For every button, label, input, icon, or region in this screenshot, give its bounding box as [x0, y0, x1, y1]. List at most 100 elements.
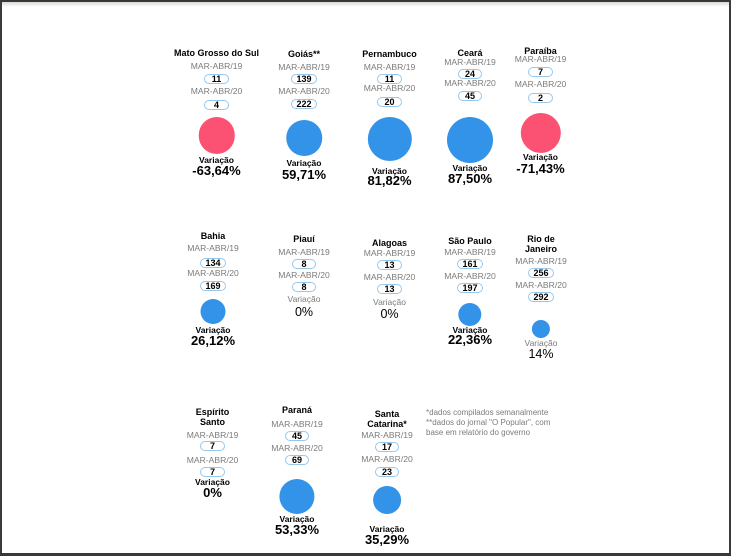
variation-bubble — [458, 302, 482, 326]
variation-percent: 59,71% — [281, 166, 327, 182]
variation-percent: 14% — [528, 347, 554, 362]
variation-label: Variação — [287, 294, 321, 305]
state-name: São Paulo — [448, 236, 492, 247]
value-pill-2019: 7 — [200, 441, 225, 452]
value-pill-2019: 7 — [528, 66, 553, 77]
value-pill-2020: 197 — [457, 282, 483, 293]
value-pill-2019: 139 — [291, 73, 317, 84]
variation-percent: -63,64% — [192, 162, 241, 178]
variation-label: Variação — [524, 338, 558, 349]
variation-bubble — [367, 117, 412, 162]
variation-bubble — [279, 478, 315, 514]
variation-label: Variação — [452, 162, 488, 173]
period-label-2020: MAR-ABR/20 — [444, 270, 496, 281]
state-name: Alagoas — [371, 237, 407, 248]
period-label-2020: MAR-ABR/20 — [514, 78, 567, 89]
value-pill-2019: 13 — [377, 259, 402, 270]
frame-top-shadow — [0, 2, 731, 8]
value-pill-2020: 20 — [377, 96, 402, 107]
footnote-text: *dados compilados semanalmente **dados d… — [426, 408, 551, 437]
state-name: Bahia — [200, 230, 226, 241]
frame-bottom-border — [0, 553, 731, 556]
period-label-2019: MAR-ABR/19 — [278, 61, 330, 72]
value-pill-2019: 256 — [528, 268, 554, 279]
value-pill-2020: 222 — [291, 98, 317, 109]
value-pill-2019: 8 — [291, 259, 317, 269]
variation-bubble — [447, 117, 493, 163]
period-label-2020: MAR-ABR/20 — [515, 279, 567, 290]
period-label-2019: MAR-ABR/19 — [444, 246, 496, 257]
value-pill-2020: 13 — [377, 283, 402, 294]
value-pill-2019: 134 — [200, 258, 226, 269]
state-card-rio-de-janeiro: Rio de Janeiro MAR-ABR/19 256 MAR-ABR/20… — [486, 0, 596, 556]
variation-label: Variação — [279, 514, 315, 525]
period-label-2020: MAR-ABR/20 — [363, 82, 416, 93]
period-label-2019: MAR-ABR/19 — [515, 255, 567, 266]
period-label-2019: MAR-ABR/19 — [187, 243, 239, 254]
state-name: Rio de Janeiro — [524, 234, 557, 255]
state-name: Espírito Santo — [195, 407, 230, 428]
variation-percent: 81,82% — [367, 173, 412, 189]
variation-label: Variação — [373, 296, 406, 307]
variation-bubble — [200, 299, 226, 325]
period-label-2020: MAR-ABR/20 — [271, 443, 323, 453]
period-label-2019: MAR-ABR/19 — [186, 429, 239, 440]
variation-label: Variação — [372, 165, 407, 176]
period-label-2020: MAR-ABR/20 — [187, 268, 239, 279]
state-name: Santa Catarina* — [367, 408, 407, 429]
period-label-2020: MAR-ABR/20 — [186, 454, 239, 465]
value-pill-2020: 169 — [200, 280, 226, 291]
value-pill-2019: 11 — [204, 73, 229, 84]
state-card-sao-paulo: São Paulo MAR-ABR/19 161 MAR-ABR/20 197 … — [415, 0, 525, 556]
variation-label: Variação — [369, 524, 405, 535]
state-card-paraiba: Paraíba MAR-ABR/19 7 MAR-ABR/20 2 Variaç… — [486, 0, 596, 556]
value-pill-2020: 2 — [528, 92, 553, 103]
value-pill-2020: 69 — [284, 455, 310, 466]
variation-percent: 35,29% — [364, 532, 410, 548]
value-pill-2019: 161 — [457, 258, 483, 269]
frame-left-border — [0, 0, 2, 556]
state-name: Goiás** — [287, 49, 320, 60]
period-label-2019: MAR-ABR/19 — [444, 56, 496, 67]
period-label-2019: MAR-ABR/19 — [271, 419, 323, 430]
variation-percent: 0% — [203, 485, 222, 501]
value-pill-2020: 7 — [200, 466, 225, 477]
period-label-2019: MAR-ABR/19 — [190, 60, 243, 71]
state-card-mato-grosso-do-sul: Mato Grosso do Sul MAR-ABR/19 11 MAR-ABR… — [162, 0, 272, 556]
state-card-santa-catarina: Santa Catarina* MAR-ABR/19 17 MAR-ABR/20… — [332, 0, 442, 556]
variation-percent: 0% — [380, 307, 399, 322]
frame-top-navy-line — [0, 1, 731, 3]
value-pill-2020: 45 — [457, 90, 483, 101]
value-pill-2019: 45 — [284, 430, 310, 441]
state-card-espirito-santo: Espírito Santo MAR-ABR/19 7 MAR-ABR/20 7… — [158, 0, 268, 556]
period-label-2020: MAR-ABR/20 — [190, 86, 243, 97]
frame-right-border — [729, 0, 731, 556]
state-card-parana: Paraná MAR-ABR/19 45 MAR-ABR/20 69 Varia… — [242, 0, 352, 556]
state-name: Mato Grosso do Sul — [173, 48, 259, 59]
variation-label: Variação — [195, 325, 231, 336]
period-label-2019: MAR-ABR/19 — [363, 61, 416, 72]
variation-label: Variação — [195, 477, 230, 488]
period-label-2020: MAR-ABR/20 — [363, 272, 416, 282]
value-pill-2020: 23 — [374, 466, 400, 477]
variation-bubble — [373, 486, 401, 514]
value-pill-2019: 11 — [377, 73, 402, 84]
variation-percent: 26,12% — [190, 333, 236, 349]
state-card-ceara: Ceará MAR-ABR/19 24 MAR-ABR/20 45 Variaç… — [415, 0, 525, 556]
state-name: Piauí — [293, 233, 315, 244]
value-pill-2020: 4 — [204, 99, 229, 110]
period-label-2020: MAR-ABR/20 — [278, 269, 330, 280]
state-card-bahia: Bahia MAR-ABR/19 134 MAR-ABR/20 169 Vari… — [158, 0, 268, 556]
state-card-goias: Goiás** MAR-ABR/19 139 MAR-ABR/20 222 Va… — [249, 0, 359, 556]
variation-bubble — [520, 113, 561, 154]
variation-percent: 22,36% — [447, 332, 493, 348]
variation-percent: -71,43% — [516, 161, 565, 177]
variation-label: Variação — [523, 152, 558, 163]
period-label-2019: MAR-ABR/19 — [514, 53, 567, 64]
state-name: Ceará — [457, 48, 483, 59]
period-label-2019: MAR-ABR/19 — [363, 248, 416, 258]
value-pill-2019: 24 — [457, 68, 483, 79]
variation-bubble — [286, 120, 322, 156]
state-name: Paraná — [281, 405, 313, 416]
period-label-2019: MAR-ABR/19 — [361, 429, 413, 440]
